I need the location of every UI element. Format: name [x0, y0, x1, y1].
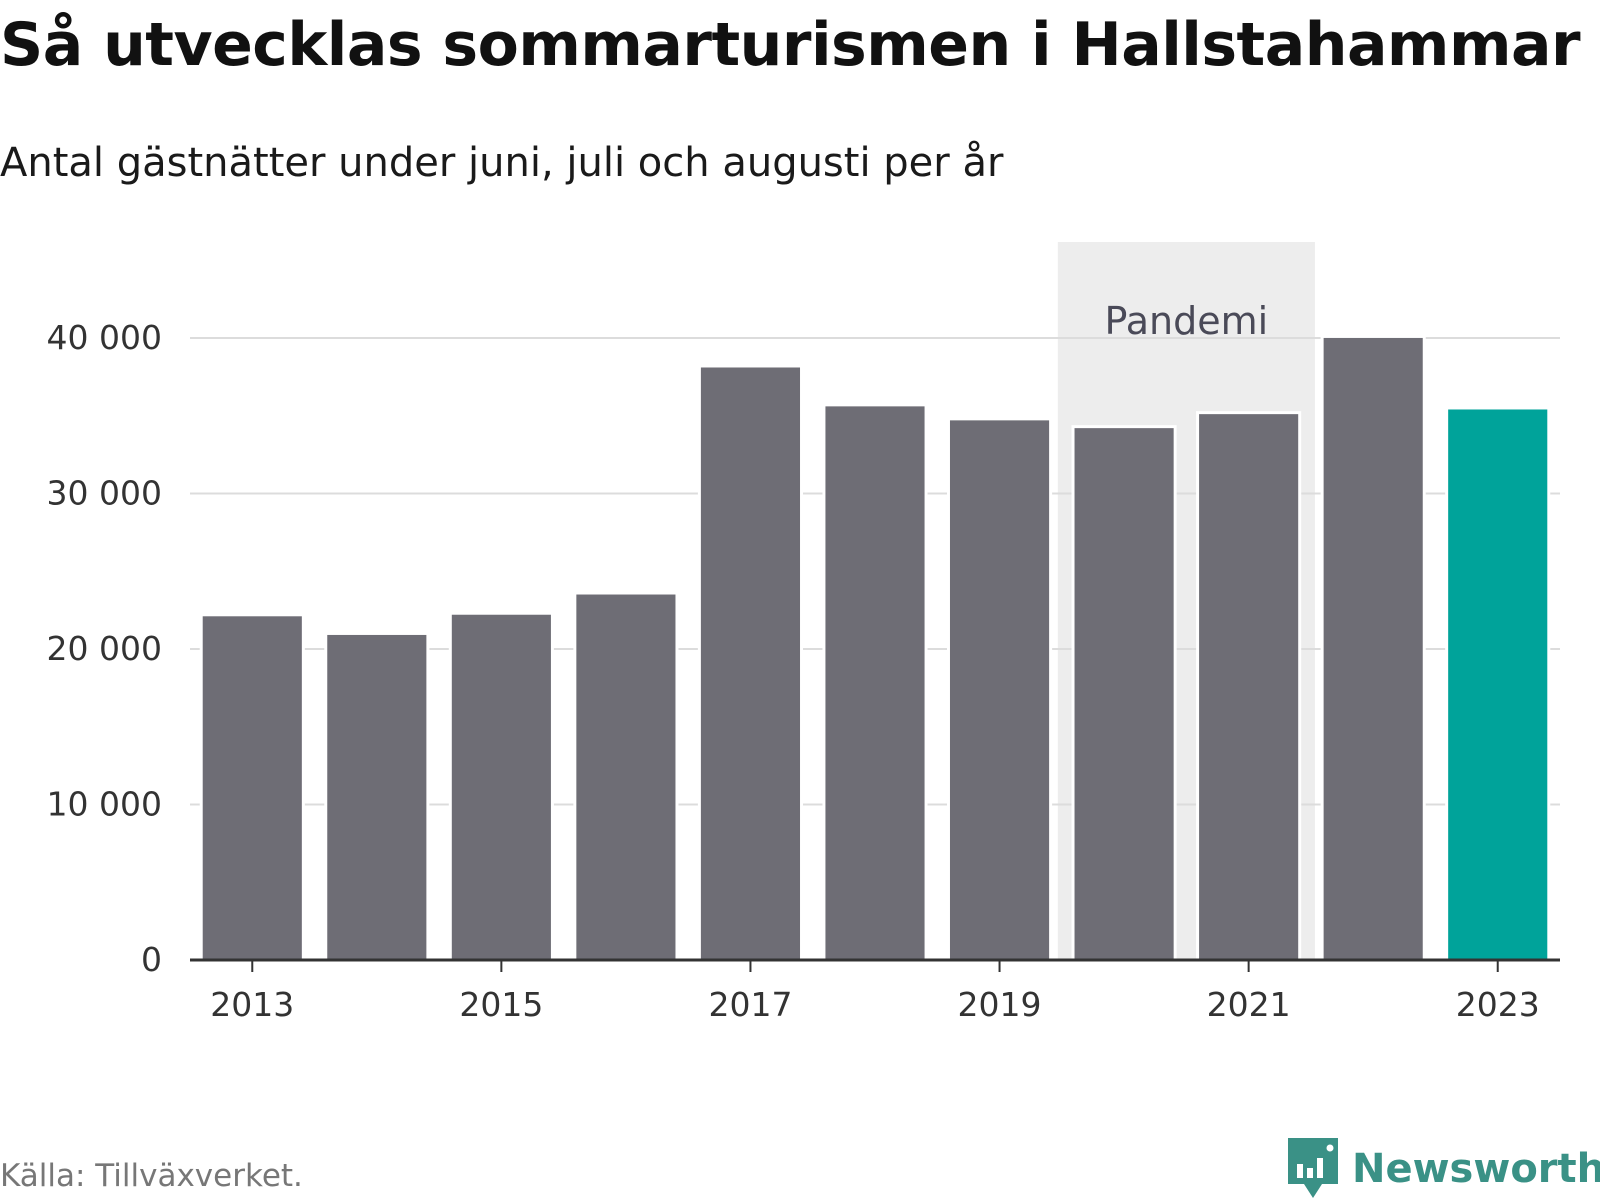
x-tick-label: 2019 [958, 985, 1042, 1024]
x-tick-label: 2017 [708, 985, 792, 1024]
pandemic-band-label: Pandemi [1105, 299, 1269, 343]
bar-2017 [697, 364, 804, 962]
bar-2022 [1320, 334, 1426, 962]
bar-2023 [1445, 406, 1551, 962]
bar-2013 [199, 613, 305, 962]
x-tick-label: 2023 [1456, 985, 1540, 1024]
bar-2014 [324, 631, 430, 962]
x-tick-label: 2021 [1207, 985, 1291, 1024]
source-note: Källa: Tillväxverket. [0, 1158, 303, 1194]
y-tick-label: 0 [141, 940, 162, 979]
y-tick-label: 40 000 [47, 318, 162, 357]
y-axis-ticks: 0 10 000 20 000 30 000 40 000 [47, 318, 162, 979]
x-tick-label: 2015 [459, 985, 543, 1024]
chart-title: Så utvecklas sommarturismen i Hallstaham… [0, 10, 1581, 80]
chart-subtitle: Antal gästnätter under juni, juli och au… [0, 140, 1004, 186]
bar-2016 [573, 591, 679, 962]
y-tick-label: 30 000 [47, 474, 162, 513]
bar-2020 [1071, 425, 1177, 962]
y-tick-label: 20 000 [47, 629, 162, 668]
brand-logo: Newsworthy [1288, 1138, 1600, 1200]
bar-2018 [822, 403, 928, 962]
y-tick-label: 10 000 [47, 785, 162, 824]
bar-2021 [1196, 411, 1302, 962]
bars [199, 334, 1551, 962]
brand-name: Newsworthy [1352, 1146, 1600, 1192]
x-tick-label: 2013 [210, 985, 294, 1024]
newsworthy-logo-icon [1288, 1138, 1338, 1198]
bar-2015 [448, 611, 554, 962]
bar-2019 [946, 417, 1053, 962]
x-axis-ticks: 2013 2015 2017 2019 2021 2023 [210, 960, 1540, 1024]
